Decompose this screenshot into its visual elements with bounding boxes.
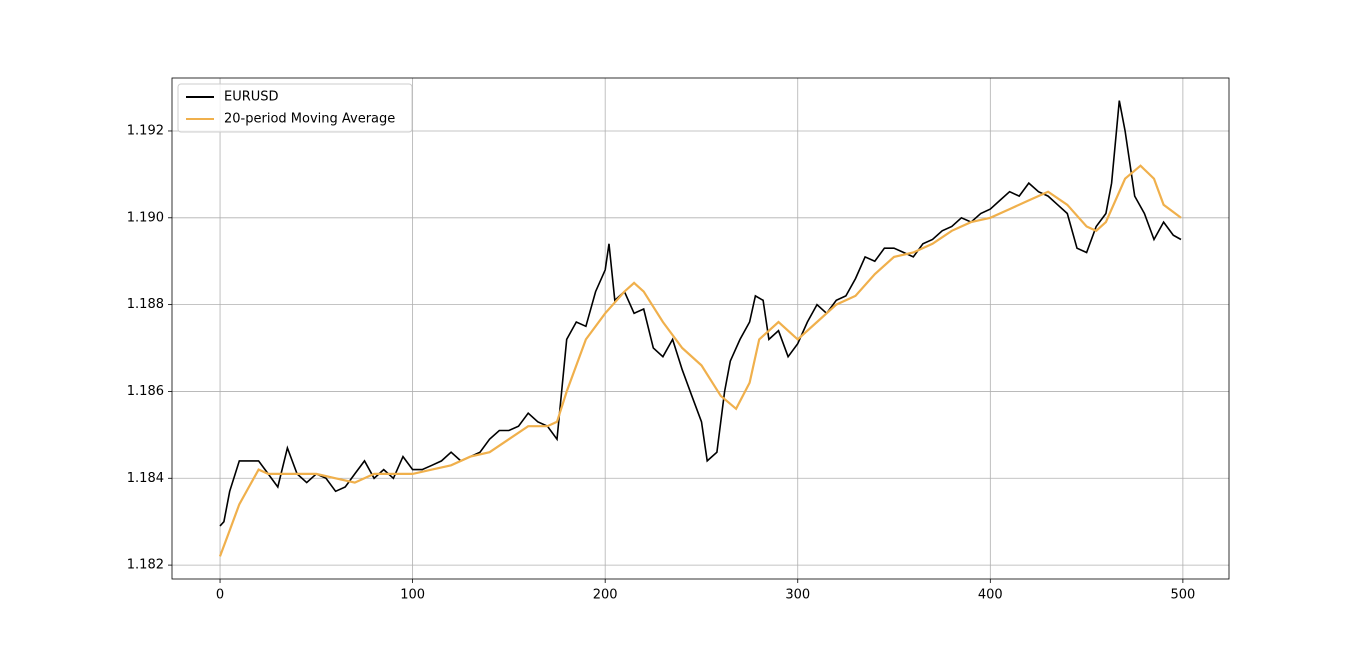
y-tick-label: 1.192 xyxy=(127,123,164,138)
x-tick-label: 0 xyxy=(216,588,224,603)
y-tick-label: 1.184 xyxy=(127,471,164,486)
legend-box xyxy=(177,83,413,133)
plot-frame xyxy=(171,77,1230,580)
legend-label: 20-period Moving Average xyxy=(224,112,395,127)
y-tick-label: 1.188 xyxy=(127,297,164,312)
x-tick-label: 400 xyxy=(978,588,1003,603)
y-tick-label: 1.186 xyxy=(127,384,164,399)
series-line xyxy=(219,100,1182,527)
x-tick-label: 100 xyxy=(400,588,425,603)
x-tick-label: 500 xyxy=(1170,588,1195,603)
legend-label: EURUSD xyxy=(224,90,279,105)
x-tick-label: 200 xyxy=(593,588,618,603)
y-tick-label: 1.182 xyxy=(127,558,164,573)
x-tick-label: 300 xyxy=(785,588,810,603)
y-tick-label: 1.190 xyxy=(127,210,164,225)
series-line xyxy=(218,164,1182,557)
